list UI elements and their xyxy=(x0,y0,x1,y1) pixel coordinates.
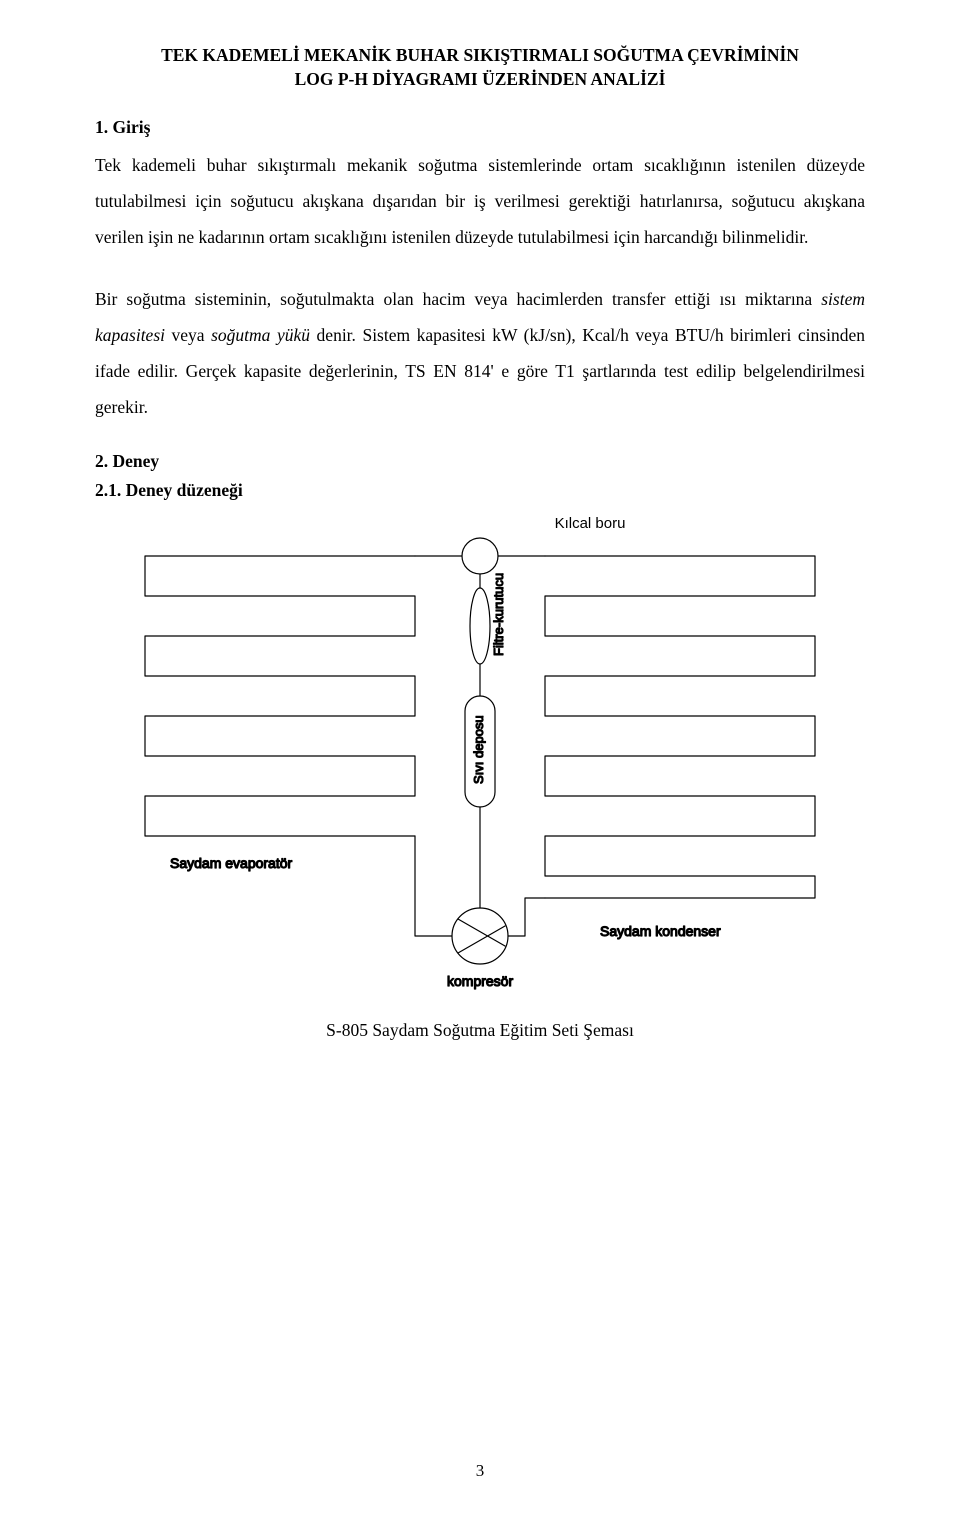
diagram-container: Kılcal boru Filtre-kurutucu Sıvı deposu xyxy=(95,515,865,1041)
sivi-deposu-label: Sıvı deposu xyxy=(471,716,486,785)
page-number: 3 xyxy=(0,1461,960,1481)
kilcal-boru-label: Kılcal boru xyxy=(315,515,865,532)
compressor-icon xyxy=(452,908,508,964)
pipe-evap-to-compressor xyxy=(415,836,452,936)
evaporator-coil xyxy=(145,556,415,836)
kilcal-boru-icon xyxy=(462,538,498,574)
paragraph-1: Tek kademeli buhar sıkıştırmalı mekanik … xyxy=(95,148,865,256)
condenser-coil xyxy=(545,556,815,898)
condenser-label: Saydam kondenser xyxy=(600,923,721,939)
compressor-chord-2 xyxy=(458,926,505,953)
filtre-kurutucu-icon xyxy=(470,588,490,664)
paragraph-2: Bir soğutma sisteminin, soğutulmakta ola… xyxy=(95,282,865,426)
title-line-2: LOG P-H DİYAGRAMI ÜZERİNDEN ANALİZİ xyxy=(95,68,865,92)
diagram-caption: S-805 Saydam Soğutma Eğitim Seti Şeması xyxy=(95,1020,865,1041)
para2-text-mid1: veya xyxy=(165,325,211,345)
para2-text-pre: Bir soğutma sisteminin, soğutulmakta ola… xyxy=(95,289,821,309)
section-2-1-heading: 2.1. Deney düzeneği xyxy=(95,480,865,501)
document-title: TEK KADEMELİ MEKANİK BUHAR SIKIŞTIRMALI … xyxy=(95,44,865,91)
section-2-heading: 2. Deney xyxy=(95,451,865,472)
refrigeration-schematic: Filtre-kurutucu Sıvı deposu Saydam evapo… xyxy=(125,536,835,1006)
section-1-heading: 1. Giriş xyxy=(95,117,865,138)
filtre-kurutucu-label: Filtre-kurutucu xyxy=(491,573,506,656)
compressor-chord-1 xyxy=(458,919,505,946)
evaporator-label: Saydam evaporatör xyxy=(170,855,293,871)
pipe-cond-to-compressor xyxy=(508,898,545,936)
compressor-label: kompresör xyxy=(447,973,513,989)
title-line-1: TEK KADEMELİ MEKANİK BUHAR SIKIŞTIRMALI … xyxy=(95,44,865,68)
para2-italic-2: soğutma yükü xyxy=(211,325,310,345)
